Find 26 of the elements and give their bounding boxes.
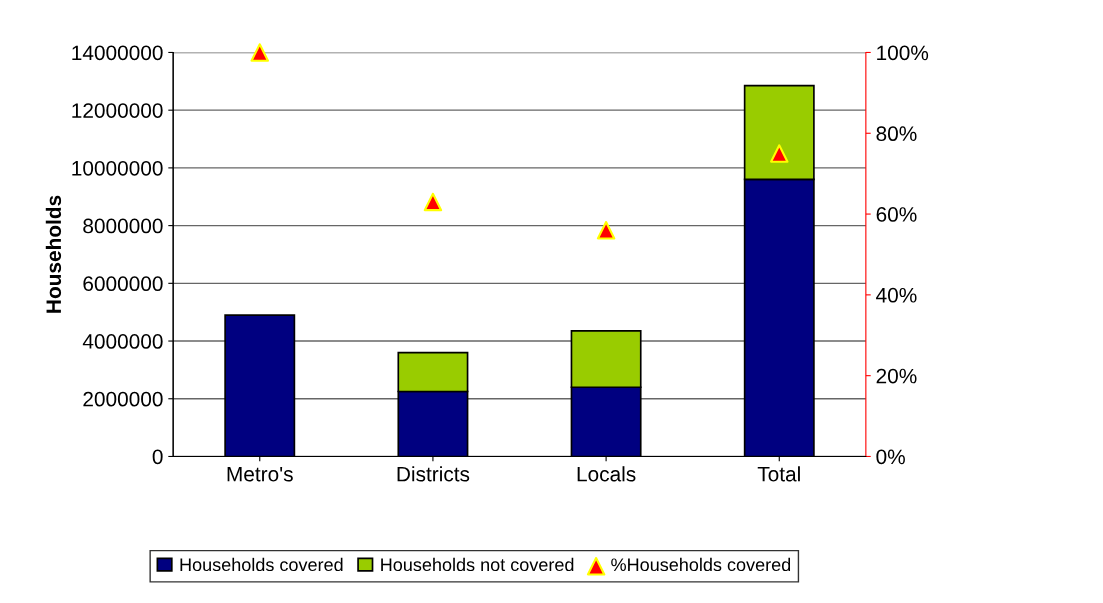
y2-tick-label: 40%	[876, 287, 917, 303]
x-tick-label: Metro's	[227, 466, 293, 482]
y-tick-label: 6000000	[83, 276, 163, 292]
y-axis-title: Households	[45, 195, 62, 313]
y-tick-label: 10000000	[72, 160, 163, 176]
point	[596, 220, 616, 240]
y-tick-label: 8000000	[83, 218, 163, 234]
point	[250, 43, 270, 62]
y-tick-label: 14000000	[72, 45, 163, 61]
legend-label: Households covered	[180, 557, 343, 572]
y-tick-label: 12000000	[72, 103, 163, 118]
x-tick-label: Districts	[397, 466, 470, 482]
x-tick-label: Total	[757, 466, 800, 482]
y-tick-label: 0	[152, 449, 163, 465]
legend-label: Households not covered	[381, 557, 574, 572]
point	[770, 144, 789, 163]
y2-tick-label: 20%	[876, 368, 917, 384]
legend-label: %Households covered	[611, 557, 791, 572]
y-tick-label: 4000000	[82, 334, 163, 349]
y2-tick-label: 60%	[876, 207, 917, 222]
y2-tick-label: 100%	[877, 45, 929, 61]
x-tick-label: Locals	[577, 466, 636, 482]
y2-tick-label: 0%	[876, 449, 905, 465]
y2-tick-label: 80%	[876, 126, 917, 142]
y-tick-label: 2000000	[83, 391, 163, 407]
point	[423, 192, 443, 212]
